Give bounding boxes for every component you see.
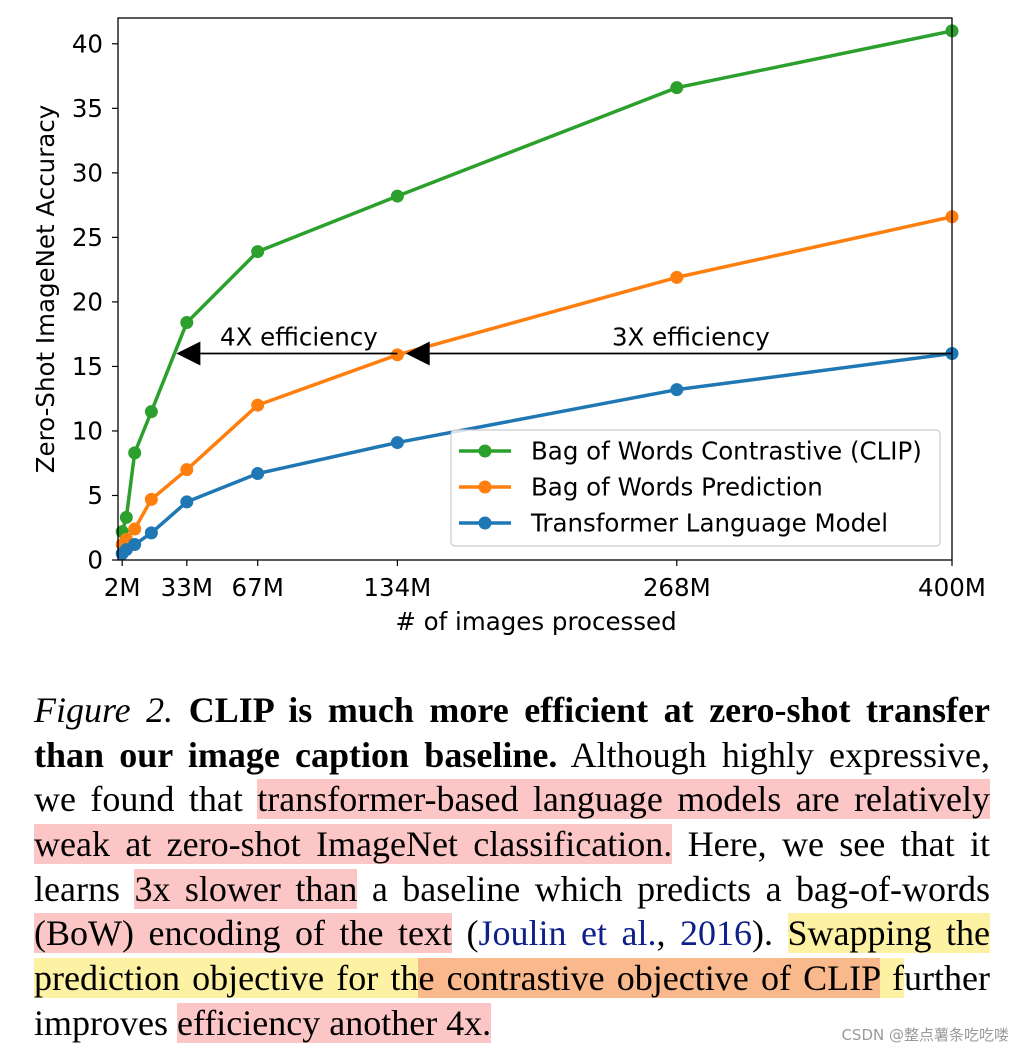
caption-line: (BoW) encoding of the text (Joulin et al… xyxy=(34,911,990,956)
data-point xyxy=(670,270,684,284)
data-point xyxy=(128,538,142,552)
highlighted-text: (BoW) encoding of the text xyxy=(34,913,452,954)
caption-text: Figure 2. xyxy=(34,690,174,730)
x-axis-label: # of images processed xyxy=(395,607,676,636)
efficiency-annotation: 3X efficiency xyxy=(612,323,770,352)
data-point xyxy=(144,492,158,506)
y-tick-label: 40 xyxy=(72,29,103,58)
legend: Bag of Words Contrastive (CLIP) Bag of Wo… xyxy=(450,429,941,547)
legend-label: Bag of Words Prediction xyxy=(531,473,823,502)
y-tick-label: 0 xyxy=(87,546,103,575)
caption-text: we found that xyxy=(34,779,258,820)
x-tick-label: 400M xyxy=(918,573,986,602)
data-point xyxy=(251,398,265,412)
data-point xyxy=(180,463,194,477)
caption-text: improves xyxy=(34,1002,177,1043)
line-chart: 0 5 10 15 20 25 30 35 40 2M 33M 67M 134M 268M 400M 4X … xyxy=(31,17,986,636)
caption-text: Although highly expressive, xyxy=(557,734,991,775)
legend-marker xyxy=(478,480,492,494)
caption-line: prediction objective for the contrastive… xyxy=(34,956,990,1001)
figure-caption: Figure 2. CLIP is much more efficient at… xyxy=(34,688,991,1046)
caption-line: we found that transformer-based language… xyxy=(34,777,991,822)
y-tick-label: 15 xyxy=(72,352,103,381)
caption-line: weak at zero-shot ImageNet classificatio… xyxy=(34,822,990,867)
y-tick-label: 20 xyxy=(72,288,103,317)
watermark: CSDN @整点薯条吃吃喽 xyxy=(841,1026,1009,1044)
data-point xyxy=(119,510,133,524)
caption-line: learns 3x slower than a baseline which p… xyxy=(34,867,990,912)
data-point xyxy=(144,405,158,419)
y-tick-label: 5 xyxy=(87,481,103,510)
plot-area-frame xyxy=(117,17,953,561)
x-tick-label: 134M xyxy=(363,573,431,602)
caption-text: , xyxy=(656,913,680,954)
caption-line: than our image caption baseline. Althoug… xyxy=(34,733,990,778)
data-point xyxy=(390,436,404,450)
data-point xyxy=(128,522,142,536)
data-point xyxy=(670,383,684,397)
y-tick-label: 25 xyxy=(72,223,103,252)
highlighted-text: prediction objective for th xyxy=(34,958,419,999)
data-point xyxy=(390,348,404,362)
x-tick-label: 67M xyxy=(232,573,284,602)
caption-line: Figure 2. CLIP is much more efficient at… xyxy=(34,688,990,733)
highlighted-text: efficiency another 4x. xyxy=(176,1002,492,1043)
data-point xyxy=(180,495,194,509)
y-tick-label: 30 xyxy=(72,158,103,187)
data-point xyxy=(251,245,265,259)
x-tick-label: 2M xyxy=(104,573,141,602)
data-point xyxy=(390,189,404,203)
legend-label: Transformer Language Model xyxy=(530,509,888,538)
highlighted-text: e contrastive objective of CLIP xyxy=(418,958,880,999)
highlighted-text: weak at zero-shot ImageNet classificatio… xyxy=(34,824,673,865)
y-tick-label: 35 xyxy=(72,94,103,123)
y-tick-label: 10 xyxy=(72,417,103,446)
data-point xyxy=(144,526,158,540)
data-point xyxy=(180,316,194,330)
highlighted-text: Swapping the xyxy=(787,913,990,954)
caption-text: a baseline which predicts a bag-of-words xyxy=(357,868,990,909)
caption-text: than our image caption baseline. xyxy=(34,734,558,775)
caption-text: learns xyxy=(34,868,135,909)
y-axis-label: Zero-Shot ImageNet Accuracy xyxy=(31,105,60,474)
data-point xyxy=(128,446,142,460)
legend-label: Bag of Words Contrastive (CLIP) xyxy=(531,437,922,466)
caption-line: improves efficiency another 4x. xyxy=(34,1001,990,1046)
axis-ticks: 0 5 10 15 20 25 30 35 40 2M 33M 67M 134M 268M 400M xyxy=(72,29,986,602)
efficiency-arrow-head xyxy=(176,341,201,366)
caption-text: ). xyxy=(751,913,788,954)
efficiency-arrow-head xyxy=(405,341,430,366)
data-point xyxy=(251,467,265,481)
annotation-layer: 4X efficiency 3X efficiency xyxy=(176,323,952,366)
caption-text: ( xyxy=(451,913,479,954)
legend-frame xyxy=(450,429,941,547)
efficiency-annotation: 4X efficiency xyxy=(220,323,378,352)
legend-marker xyxy=(478,444,492,458)
x-tick-label: 268M xyxy=(643,573,711,602)
caption-text: CLIP is much more efficient at zero-shot… xyxy=(173,690,990,730)
highlighted-text: f xyxy=(879,958,905,999)
x-tick-label: 33M xyxy=(161,573,213,602)
citation-link[interactable]: Joulin et al. xyxy=(478,913,657,954)
highlighted-text: transformer-based language models are re… xyxy=(257,779,991,820)
series-layer xyxy=(115,24,959,561)
caption-text: Here, we see that it xyxy=(672,824,990,865)
legend-marker xyxy=(478,516,492,530)
highlighted-text: 3x slower than xyxy=(134,868,358,909)
data-point xyxy=(670,81,684,95)
citation-link[interactable]: 2016 xyxy=(679,913,752,954)
caption-text: urther xyxy=(904,958,990,999)
